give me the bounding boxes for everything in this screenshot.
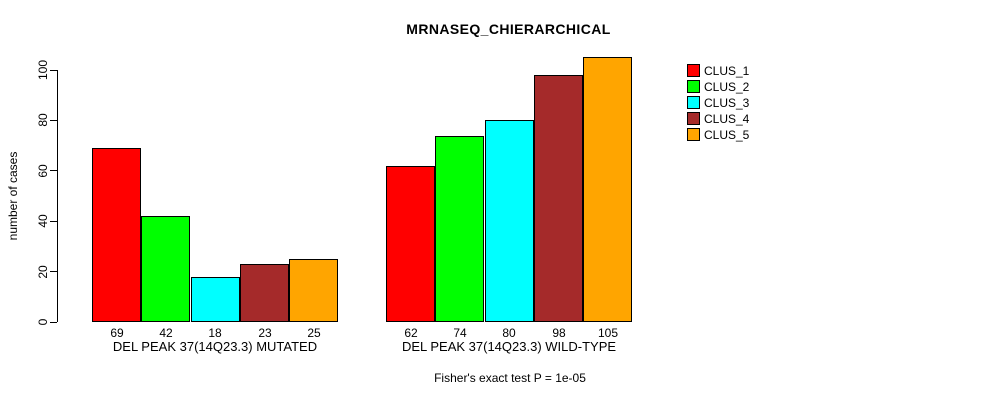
bar-value-label: 62 — [404, 326, 418, 340]
bar-value-label: 74 — [453, 326, 467, 340]
y-axis-tick-label: 60 — [36, 164, 50, 178]
legend-label: CLUS_2 — [704, 80, 750, 94]
caption: Fisher's exact test P = 1e-05 — [434, 371, 586, 385]
legend-label: CLUS_4 — [704, 112, 750, 126]
y-axis-tick-label: 40 — [36, 214, 50, 228]
bar-clus_5 — [289, 259, 338, 322]
bar-clus_5 — [583, 57, 632, 322]
bar-clus_1 — [92, 148, 141, 322]
legend-swatch-icon — [687, 64, 700, 77]
y-axis-tick-label: 20 — [36, 264, 50, 279]
legend-label: CLUS_5 — [704, 128, 750, 142]
legend-swatch-icon — [687, 80, 700, 93]
y-axis-tick — [50, 119, 57, 121]
bar-clus_3 — [191, 277, 240, 322]
legend-swatch-icon — [687, 96, 700, 109]
bar-value-label: 69 — [110, 326, 124, 340]
bar-value-label: 42 — [159, 326, 173, 340]
bar-clus_4 — [534, 75, 583, 322]
bar-value-label: 105 — [597, 326, 619, 340]
bar-clus_2 — [435, 136, 484, 322]
y-axis-tick-label: 0 — [36, 318, 50, 326]
legend-swatch-icon — [687, 112, 700, 125]
group-label: DEL PEAK 37(14Q23.3) WILD-TYPE — [401, 339, 617, 354]
bar-value-label: 25 — [307, 326, 321, 340]
bar-clus_2 — [141, 216, 190, 322]
y-axis-tick — [50, 271, 57, 273]
y-axis-line — [57, 70, 58, 322]
bar-value-label: 80 — [502, 326, 516, 340]
y-axis-tick — [50, 170, 57, 172]
legend-swatch-icon — [687, 128, 700, 141]
chart-title: MRNASEQ_CHIERARCHICAL — [406, 21, 611, 37]
y-axis-tick — [50, 220, 57, 222]
bar-clus_3 — [485, 120, 534, 322]
y-axis-tick-label: 80 — [36, 113, 50, 128]
bar-clus_1 — [386, 166, 435, 322]
y-axis-tick-label: 100 — [36, 59, 50, 81]
legend-label: CLUS_1 — [704, 64, 750, 78]
bar-value-label: 98 — [552, 326, 566, 340]
y-axis-tick — [50, 69, 57, 71]
group-label: DEL PEAK 37(14Q23.3) MUTATED — [112, 339, 318, 354]
bar-value-label: 23 — [258, 326, 272, 340]
bar-clus_4 — [240, 264, 289, 322]
bar-value-label: 18 — [208, 326, 222, 340]
y-axis-tick — [50, 321, 57, 323]
y-axis-label: number of cases — [6, 151, 20, 241]
legend-label: CLUS_3 — [704, 96, 750, 110]
